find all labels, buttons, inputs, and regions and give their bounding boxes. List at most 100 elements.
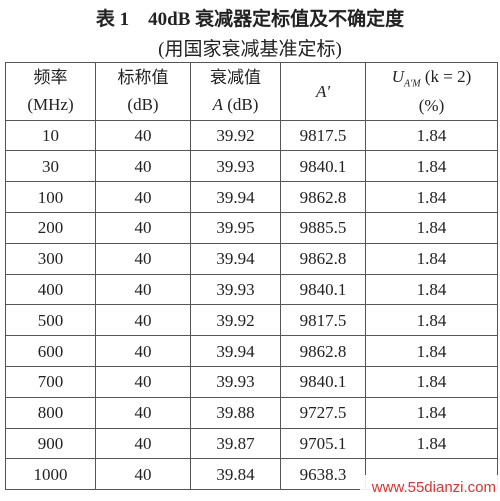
cell: 40 — [95, 150, 191, 183]
cell: 9817.5 — [280, 304, 366, 337]
cell: 9817.5 — [280, 119, 366, 152]
cell-text: 1000 — [33, 464, 68, 484]
cell: 40 — [95, 304, 191, 337]
cell-text: 9862.8 — [299, 249, 347, 269]
cell-text: 1.84 — [416, 187, 447, 207]
cell-text: 200 — [37, 218, 64, 238]
cell: 39.93 — [190, 365, 281, 398]
cell: 40 — [95, 365, 191, 398]
cell: 40 — [95, 427, 191, 460]
cell-text: 9840.1 — [299, 156, 347, 176]
cell-text: 700 — [37, 372, 64, 392]
cell: 1.84 — [365, 242, 498, 275]
cell-text: 600 — [37, 341, 64, 361]
header-text: (k = 2) — [424, 67, 472, 86]
cell-text: 1.84 — [416, 218, 447, 238]
subtitle: (用国家衰减基准定标) — [158, 39, 342, 60]
cell: 100 — [5, 181, 96, 213]
cell-text: 39.94 — [216, 187, 255, 207]
row: 400 40 39.93 9840.1 1.84 — [5, 273, 498, 306]
header-text: 标称值 — [117, 68, 169, 88]
cell-text: 500 — [37, 310, 64, 330]
cell: 40 — [95, 119, 191, 152]
row: 300 40 39.94 9862.8 1.84 — [5, 242, 498, 275]
cell-text: 39.92 — [216, 125, 255, 145]
cell: 40 — [95, 181, 191, 213]
cell: 1.84 — [365, 396, 498, 429]
cell: 400 — [5, 273, 96, 306]
cell-text: 1.84 — [416, 341, 447, 361]
cell-text: 9727.5 — [299, 403, 347, 423]
cell-text: 9862.8 — [299, 187, 347, 207]
header-row: 频率 (MHz) 标称值 (dB) 衰减值 A (dB) A′ UA′M (k = 2) (%) — [5, 62, 498, 121]
header-text: (dB) — [127, 95, 159, 115]
cell-text: 1.84 — [416, 125, 447, 145]
header-text: 衰减值 — [210, 68, 261, 88]
table: 频率 (MHz) 标称值 (dB) 衰减值 A (dB) A′ UA′M (k = 2) (%)… — [5, 62, 498, 491]
cell: 40 — [95, 211, 191, 244]
cell-text: 9817.5 — [299, 310, 347, 330]
cell: 39.94 — [190, 242, 281, 275]
cell-text: 39.94 — [216, 249, 255, 269]
cell: 9840.1 — [280, 150, 366, 183]
cell: 9885.5 — [280, 211, 366, 244]
cell-text: 1.84 — [416, 279, 447, 299]
symbol: A′ — [315, 81, 331, 101]
header-cell: UA′M (k = 2) (%) — [365, 62, 498, 121]
cell: 39.93 — [190, 273, 281, 306]
cell: 30 — [5, 150, 96, 183]
cell: 200 — [5, 211, 96, 244]
cell-text: 40 — [134, 125, 152, 145]
row: 10 40 39.92 9817.5 1.84 — [5, 119, 498, 152]
cell: 600 — [5, 335, 96, 367]
cell-text: 40 — [134, 372, 152, 392]
cell: 40 — [95, 242, 191, 275]
cell: 39.94 — [190, 181, 281, 213]
cell-text: 9817.5 — [299, 125, 347, 145]
header-cell: 频率 (MHz) — [5, 62, 96, 121]
row: 30 40 39.93 9840.1 1.84 — [5, 150, 498, 183]
cell: 9862.8 — [280, 181, 366, 213]
cell-text: 100 — [37, 187, 64, 207]
cell: 900 — [5, 427, 96, 460]
cell-text: 40 — [134, 433, 152, 453]
cell: 10 — [5, 119, 96, 152]
cell-text: 400 — [37, 279, 64, 299]
cell: 39.84 — [190, 458, 281, 491]
cell-text: 1.84 — [416, 433, 447, 453]
cell-text: 800 — [37, 403, 64, 423]
header-cell: A′ — [280, 62, 366, 121]
cell: 39.94 — [190, 335, 281, 367]
cell-text: 40 — [134, 249, 152, 269]
header-text: (MHz) — [27, 95, 74, 115]
subscript: A′M — [403, 78, 421, 90]
cell-text: 9638.3 — [299, 464, 347, 484]
cell-text: 10 — [42, 125, 59, 145]
cell-text: 1.84 — [416, 156, 447, 176]
row: 800 40 39.88 9727.5 1.84 — [5, 396, 498, 429]
title: 表 1 40dB 衰减器定标值及不确定度 — [95, 9, 405, 30]
cell: 40 — [95, 335, 191, 367]
row: 900 40 39.87 9705.1 1.84 — [5, 427, 498, 460]
cell: 1.84 — [365, 427, 498, 460]
cell: 1.84 — [365, 119, 498, 152]
cell-text: 39.88 — [216, 403, 255, 423]
row: 700 40 39.93 9840.1 1.84 — [5, 365, 498, 398]
cell-text: 39.94 — [216, 341, 255, 361]
cell-text: 1.84 — [416, 372, 447, 392]
symbol: A — [212, 95, 223, 115]
cell-text: 40 — [134, 218, 152, 238]
cell-text: 40 — [134, 279, 152, 299]
cell: 9727.5 — [280, 396, 366, 429]
cell: 40 — [95, 273, 191, 306]
cell: 39.92 — [190, 304, 281, 337]
cell-text: 40 — [134, 310, 152, 330]
cell-text: 39.93 — [216, 156, 255, 176]
cell-text: 39.87 — [216, 433, 255, 453]
symbol: U — [391, 67, 404, 86]
cell-text: 40 — [134, 156, 152, 176]
cell: 1.84 — [365, 211, 498, 244]
cell: 39.88 — [190, 396, 281, 429]
cell-text: 9840.1 — [299, 279, 347, 299]
